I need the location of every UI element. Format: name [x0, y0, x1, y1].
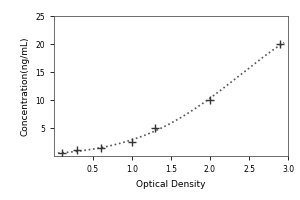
X-axis label: Optical Density: Optical Density [136, 180, 206, 189]
Y-axis label: Concentration(ng/mL): Concentration(ng/mL) [21, 36, 30, 136]
